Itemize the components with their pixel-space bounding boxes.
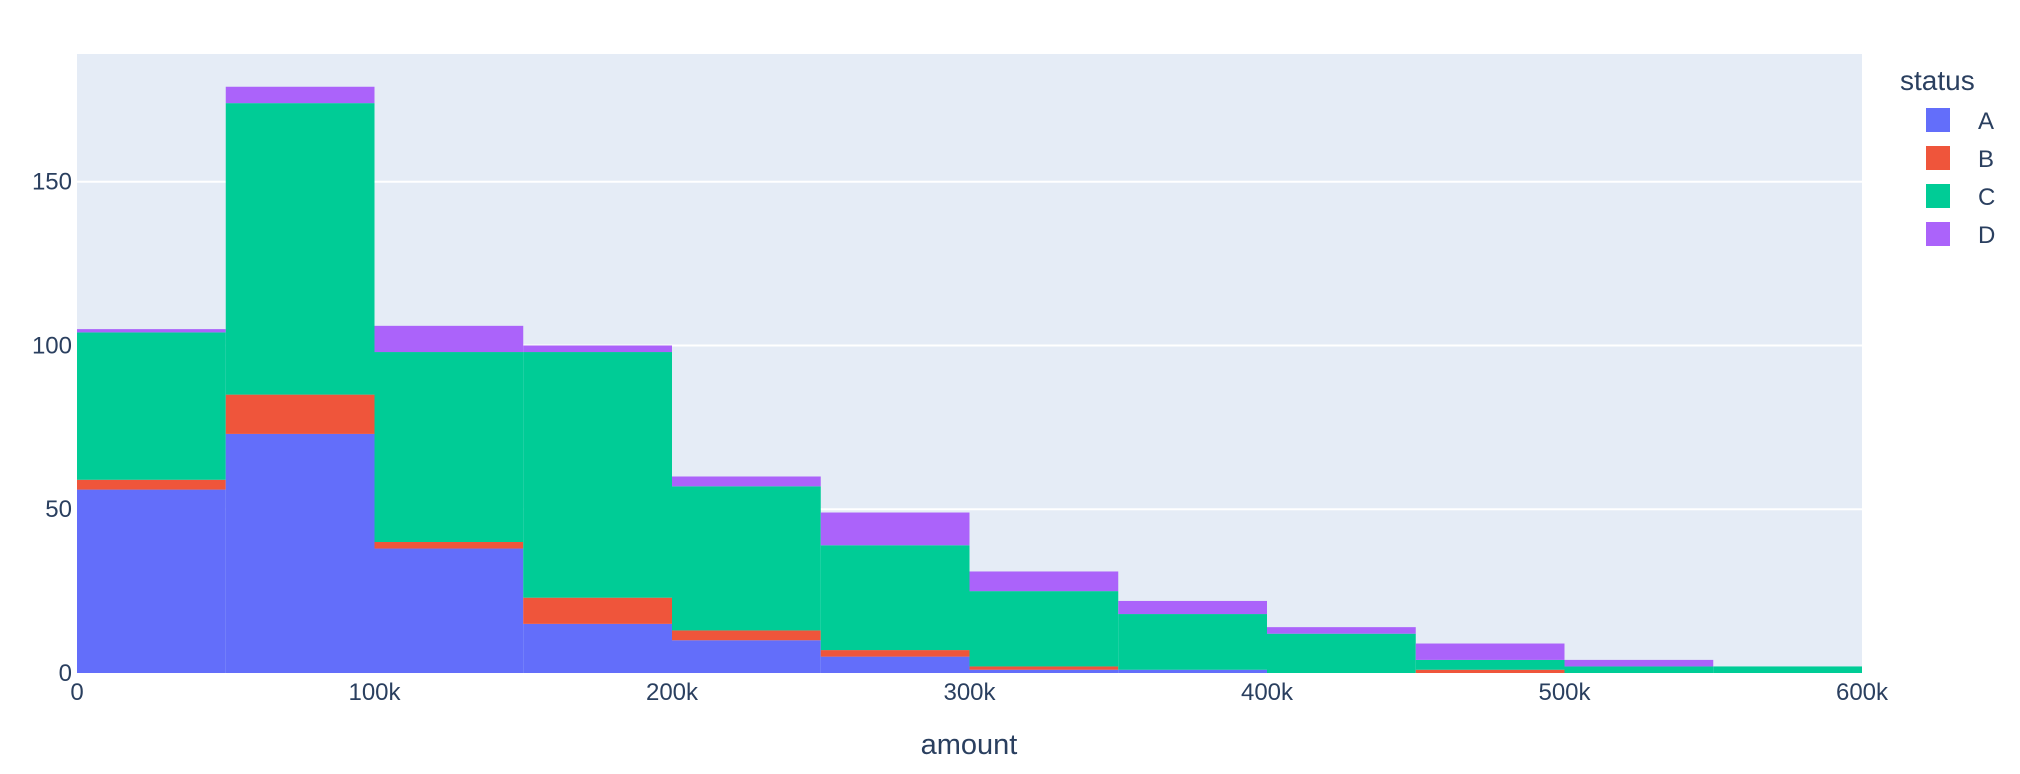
legend-swatch-d[interactable] bbox=[1926, 222, 1950, 246]
bar-segment-c bbox=[672, 486, 821, 631]
x-tick-label: 0 bbox=[70, 679, 83, 706]
bar-segment-b bbox=[820, 650, 970, 657]
bar-segment-a bbox=[225, 433, 375, 673]
bar-segment-d bbox=[1415, 643, 1565, 660]
bar-segment-a bbox=[1118, 669, 1267, 673]
legend-label-b[interactable]: B bbox=[1978, 146, 1994, 173]
x-tick-label: 100k bbox=[348, 679, 401, 706]
bar-segment-a bbox=[374, 548, 524, 673]
legend-label-a[interactable]: A bbox=[1978, 108, 1994, 135]
legend-title: status bbox=[1900, 65, 1975, 96]
bar-segment-b bbox=[225, 394, 375, 434]
bar-segment-a bbox=[672, 640, 821, 673]
x-tick-label: 500k bbox=[1538, 679, 1591, 706]
x-tick-label: 400k bbox=[1241, 679, 1294, 706]
bar-segment-c bbox=[374, 352, 524, 542]
bar-segment-c bbox=[1415, 659, 1565, 670]
bar-segment-d bbox=[77, 329, 226, 333]
bar-segment-c bbox=[820, 545, 970, 651]
bar-segment-d bbox=[1564, 659, 1714, 667]
bar-segment-a bbox=[820, 656, 970, 673]
legend-label-c[interactable]: C bbox=[1978, 184, 1995, 211]
bar-stack bbox=[77, 86, 1862, 673]
x-tick-label: 200k bbox=[646, 679, 699, 706]
bar-segment-a bbox=[77, 489, 226, 673]
bar-segment-b bbox=[374, 541, 524, 549]
bar-segment-b bbox=[672, 630, 821, 641]
bar-segment-c bbox=[1267, 633, 1416, 673]
y-tick-label: 0 bbox=[59, 660, 72, 687]
bar-segment-a bbox=[523, 623, 672, 673]
legend-swatch-b[interactable] bbox=[1926, 146, 1950, 170]
bar-segment-b bbox=[969, 666, 1119, 670]
bar-segment-d bbox=[969, 571, 1119, 592]
bar-segment-c bbox=[225, 103, 375, 395]
bar-segment-a bbox=[969, 669, 1119, 673]
bar-segment-d bbox=[225, 86, 375, 104]
bar-segment-d bbox=[1267, 627, 1416, 634]
y-tick-label: 150 bbox=[32, 169, 72, 196]
bar-segment-c bbox=[1713, 666, 1862, 673]
bar-segment-b bbox=[77, 479, 226, 490]
legend-swatch-a[interactable] bbox=[1926, 108, 1950, 132]
bar-segment-b bbox=[1415, 669, 1565, 673]
y-tick-label: 50 bbox=[45, 496, 72, 523]
x-tick-label: 600k bbox=[1836, 679, 1889, 706]
legend-label-d[interactable]: D bbox=[1978, 222, 1995, 249]
x-tick-label: 300k bbox=[943, 679, 996, 706]
bar-segment-d bbox=[820, 512, 970, 546]
bar-segment-c bbox=[1118, 614, 1267, 670]
bar-segment-d bbox=[672, 476, 821, 487]
bar-segment-c bbox=[969, 591, 1119, 667]
bar-segment-d bbox=[523, 345, 672, 353]
bar-segment-c bbox=[523, 352, 672, 598]
bar-segment-d bbox=[374, 325, 524, 353]
x-axis-title: amount bbox=[921, 729, 1018, 761]
x-axis-ticks: 0 100k 200k 300k 400k 500k 600k bbox=[70, 679, 1889, 706]
y-axis-ticks: 0 50 100 150 bbox=[32, 169, 72, 687]
bar-segment-d bbox=[1118, 600, 1267, 615]
legend-swatch-c[interactable] bbox=[1926, 184, 1950, 208]
bar-segment-c bbox=[1564, 666, 1714, 673]
y-tick-label: 100 bbox=[32, 332, 72, 359]
bar-segment-b bbox=[523, 597, 672, 624]
bar-segment-c bbox=[77, 332, 226, 480]
